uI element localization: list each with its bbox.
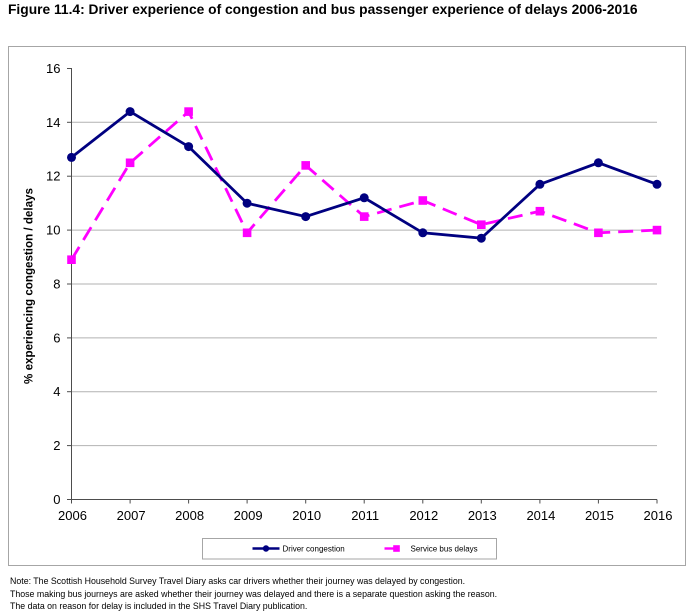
svg-text:2014: 2014	[526, 508, 555, 523]
svg-text:2011: 2011	[351, 508, 379, 523]
svg-text:8: 8	[53, 277, 60, 292]
svg-text:2008: 2008	[175, 508, 204, 523]
svg-text:2010: 2010	[292, 508, 321, 523]
svg-text:12: 12	[46, 169, 60, 184]
svg-text:2015: 2015	[585, 508, 614, 523]
svg-text:2016: 2016	[644, 508, 673, 523]
svg-text:2009: 2009	[234, 508, 263, 523]
svg-text:0: 0	[53, 492, 60, 507]
svg-text:% experiencing congestion / de: % experiencing congestion / delays	[23, 188, 36, 384]
svg-text:2013: 2013	[468, 508, 497, 523]
svg-text:2: 2	[53, 438, 60, 453]
svg-text:Service bus delays: Service bus delays	[411, 545, 478, 554]
svg-text:6: 6	[53, 330, 60, 345]
svg-text:4: 4	[53, 384, 60, 399]
svg-text:2006: 2006	[58, 508, 87, 523]
svg-text:16: 16	[46, 61, 60, 76]
svg-text:10: 10	[46, 223, 60, 238]
svg-text:Driver congestion: Driver congestion	[283, 545, 345, 554]
svg-text:2012: 2012	[409, 508, 438, 523]
svg-text:2007: 2007	[117, 508, 146, 523]
svg-text:14: 14	[46, 115, 60, 130]
